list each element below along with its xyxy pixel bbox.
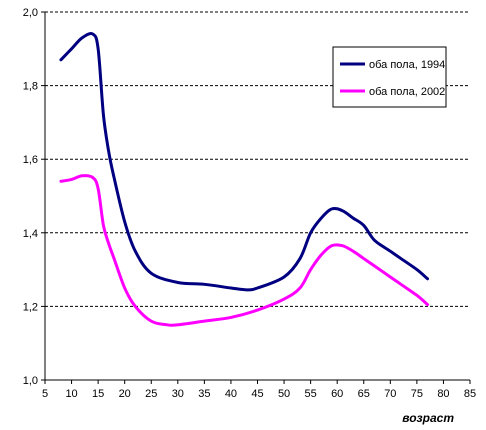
axes — [41, 11, 471, 384]
y-tick-label: 2,0 — [23, 7, 38, 19]
x-tick-label: 20 — [119, 388, 131, 400]
x-tick-label: 80 — [437, 388, 449, 400]
x-tick-label: 5 — [42, 388, 48, 400]
x-tick-label: 45 — [251, 388, 263, 400]
x-tick-label: 35 — [198, 388, 210, 400]
y-tick-label: 1,2 — [23, 301, 38, 313]
legend-label-2: оба пола, 2002 — [369, 86, 445, 98]
x-tick-label: 55 — [305, 388, 317, 400]
x-tick-label: 40 — [225, 388, 237, 400]
legend-box — [332, 46, 447, 108]
x-axis-label: возраст — [402, 411, 454, 425]
legend-label-1: оба пола, 1994 — [369, 59, 445, 71]
gridlines — [45, 11, 470, 307]
x-tick-label: 30 — [172, 388, 184, 400]
y-tick-label: 1,4 — [23, 228, 38, 240]
x-tick-label: 65 — [358, 388, 370, 400]
series-line-1 — [59, 32, 429, 292]
y-tick-label: 1,8 — [23, 81, 38, 93]
legend: оба пола, 1994 оба пола, 2002 — [332, 46, 447, 108]
y-tick-labels: 1,0 1,2 1,4 1,6 1,8 2,0 — [23, 7, 38, 387]
x-tick-label: 25 — [145, 388, 157, 400]
x-tick-label: 60 — [331, 388, 343, 400]
x-tick-label: 10 — [65, 388, 77, 400]
series-line-2 — [59, 174, 429, 327]
y-tick-label: 1,6 — [23, 154, 38, 166]
x-tick-label: 85 — [464, 388, 476, 400]
x-tick-label: 70 — [384, 388, 396, 400]
x-tick-label: 75 — [411, 388, 423, 400]
x-tick-labels: 5 10 15 20 25 30 35 40 45 50 55 60 65 70 75 80 85 — [42, 388, 476, 400]
series-lines — [59, 32, 429, 327]
x-tick-label: 15 — [92, 388, 104, 400]
y-tick-label: 1,0 — [23, 375, 38, 387]
x-tick-label: 50 — [278, 388, 290, 400]
